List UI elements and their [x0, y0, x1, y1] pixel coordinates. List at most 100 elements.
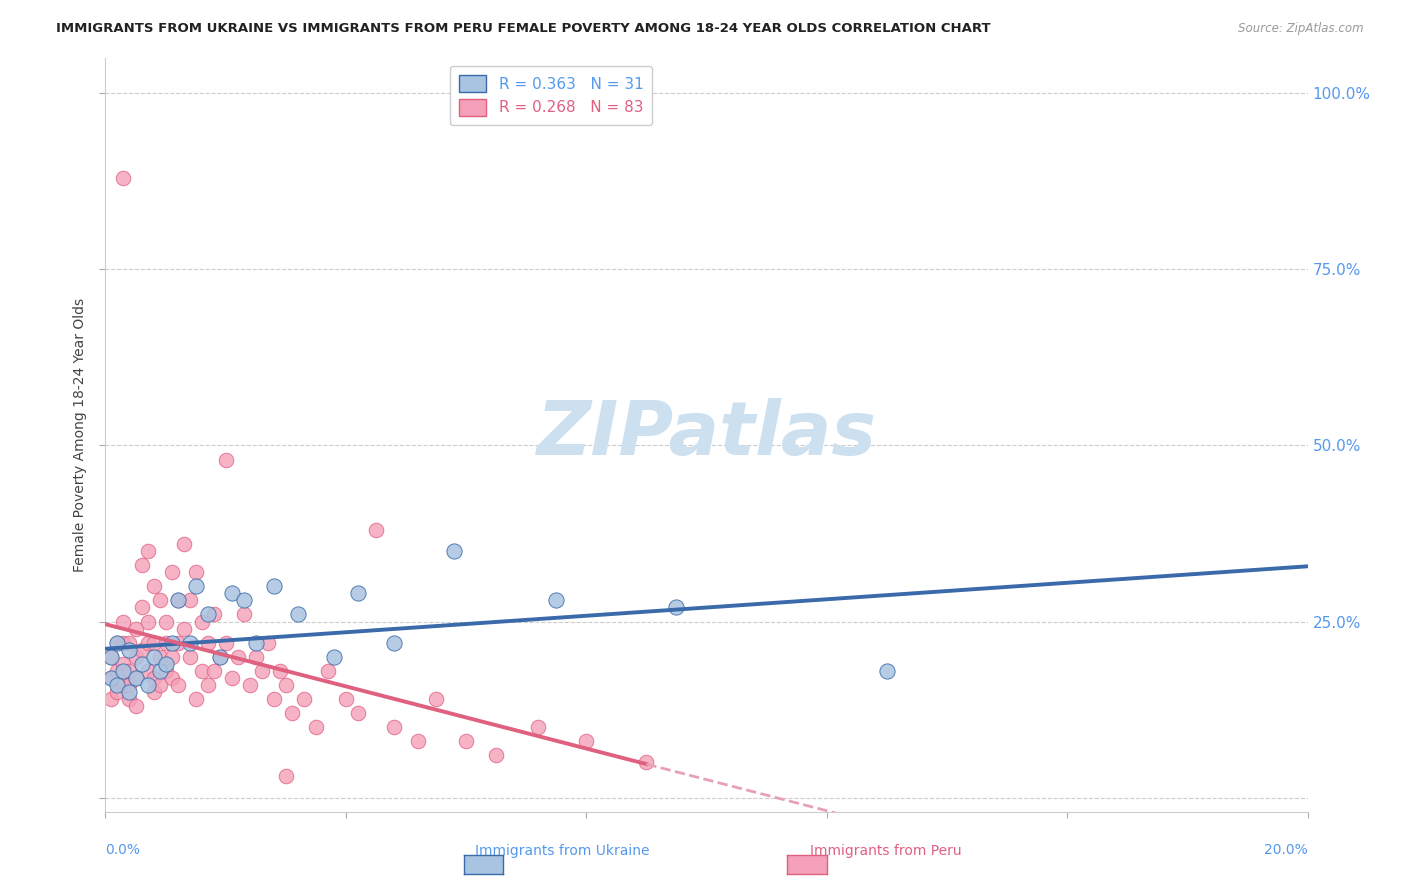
Point — [112, 635, 135, 649]
Point — [124, 649, 146, 664]
Point — [142, 579, 165, 593]
Point — [160, 635, 183, 649]
Point — [100, 649, 122, 664]
Point — [155, 664, 177, 678]
Point — [124, 622, 146, 636]
Point — [364, 523, 387, 537]
Point — [347, 586, 370, 600]
Point — [148, 649, 170, 664]
Point — [269, 664, 291, 678]
Point — [107, 635, 129, 649]
Point — [876, 664, 898, 678]
Point — [155, 615, 177, 629]
Point — [425, 692, 447, 706]
Point — [107, 685, 129, 699]
Point — [527, 720, 550, 734]
Point — [118, 692, 141, 706]
Text: 20.0%: 20.0% — [1264, 843, 1308, 857]
Point — [107, 664, 129, 678]
Point — [112, 657, 135, 671]
Point — [226, 649, 249, 664]
Point — [245, 635, 267, 649]
Point — [131, 600, 153, 615]
Point — [184, 692, 207, 706]
Point — [184, 565, 207, 579]
Point — [179, 593, 201, 607]
Text: ZIPatlas: ZIPatlas — [537, 399, 876, 471]
Point — [173, 537, 195, 551]
Point — [202, 664, 225, 678]
Point — [443, 544, 465, 558]
Point — [197, 678, 219, 692]
Point — [197, 635, 219, 649]
Point — [173, 622, 195, 636]
Point — [118, 642, 141, 657]
Point — [136, 678, 159, 692]
Point — [190, 664, 212, 678]
Point — [382, 635, 405, 649]
Point — [232, 593, 254, 607]
Point — [665, 600, 688, 615]
Point — [322, 649, 344, 664]
Point — [184, 579, 207, 593]
Point — [107, 678, 129, 692]
Point — [274, 678, 297, 692]
Point — [100, 692, 122, 706]
Point — [136, 615, 159, 629]
Point — [292, 692, 315, 706]
Point — [160, 565, 183, 579]
Point — [250, 664, 273, 678]
Point — [160, 649, 183, 664]
Point — [256, 635, 278, 649]
Point — [454, 734, 477, 748]
Point — [214, 635, 236, 649]
Point — [148, 593, 170, 607]
Point — [118, 635, 141, 649]
Text: 0.0%: 0.0% — [105, 843, 141, 857]
Point — [155, 657, 177, 671]
Point — [316, 664, 339, 678]
Point — [131, 657, 153, 671]
Point — [142, 649, 165, 664]
Point — [281, 706, 304, 720]
Point — [208, 649, 231, 664]
Point — [107, 635, 129, 649]
Point — [239, 678, 262, 692]
Point — [100, 671, 122, 685]
Point — [208, 649, 231, 664]
Point — [124, 699, 146, 714]
Point — [166, 593, 188, 607]
Point — [190, 615, 212, 629]
Point — [112, 678, 135, 692]
Point — [136, 635, 159, 649]
Y-axis label: Female Poverty Among 18-24 Year Olds: Female Poverty Among 18-24 Year Olds — [73, 298, 87, 572]
Point — [124, 671, 146, 685]
Point — [575, 734, 598, 748]
Point — [155, 635, 177, 649]
Point — [263, 692, 285, 706]
Point — [179, 635, 201, 649]
Point — [485, 748, 508, 763]
Point — [124, 671, 146, 685]
Point — [335, 692, 357, 706]
Text: Immigrants from Peru: Immigrants from Peru — [810, 844, 962, 858]
Text: Immigrants from Ukraine: Immigrants from Ukraine — [475, 844, 650, 858]
Point — [148, 678, 170, 692]
Point — [245, 649, 267, 664]
Point — [305, 720, 328, 734]
Text: IMMIGRANTS FROM UKRAINE VS IMMIGRANTS FROM PERU FEMALE POVERTY AMONG 18-24 YEAR : IMMIGRANTS FROM UKRAINE VS IMMIGRANTS FR… — [56, 22, 991, 36]
Point — [112, 170, 135, 185]
Point — [112, 615, 135, 629]
Point — [131, 642, 153, 657]
Point — [179, 649, 201, 664]
Point — [142, 685, 165, 699]
Point — [347, 706, 370, 720]
Point — [382, 720, 405, 734]
Point — [274, 770, 297, 784]
Point — [221, 671, 243, 685]
Point — [142, 671, 165, 685]
Point — [197, 607, 219, 622]
Point — [136, 544, 159, 558]
Point — [214, 452, 236, 467]
Point — [263, 579, 285, 593]
